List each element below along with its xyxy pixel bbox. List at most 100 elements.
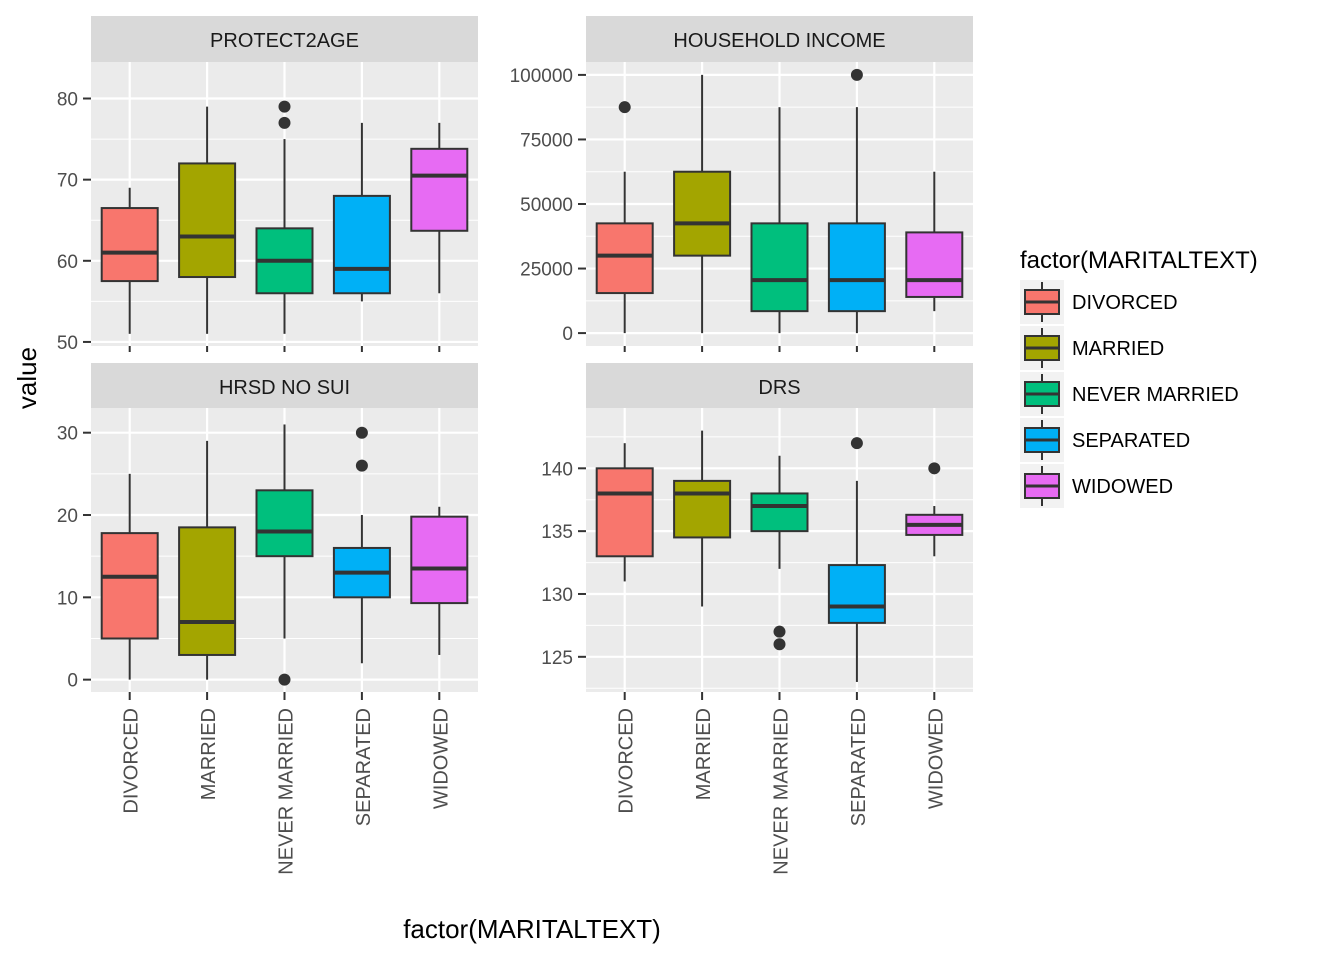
box-iqr xyxy=(332,194,391,295)
x-tick-label: SEPARATED xyxy=(848,708,870,826)
legend: factor(MARITALTEXT) DIVORCED MARRIED NEVER … xyxy=(1020,247,1258,508)
y-tick-label: 130 xyxy=(541,585,573,606)
y-tick-label: 10 xyxy=(57,588,78,609)
box-iqr xyxy=(410,147,469,232)
legend-label: MARRIED xyxy=(1072,338,1164,360)
box-iqr xyxy=(595,467,654,558)
boxplot-widowed xyxy=(905,171,964,312)
facet-panel: DRS 125 130 135 140 DIVORCED MARRIED NEVER MARR… xyxy=(541,363,973,875)
y-tick-label: 75000 xyxy=(520,130,573,151)
box-iqr xyxy=(100,532,159,640)
x-tick-label: DIVORCED xyxy=(121,708,143,814)
boxplot-married xyxy=(178,106,237,334)
outlier-point xyxy=(850,437,863,450)
y-tick-label: 100000 xyxy=(510,66,573,87)
facet-title: HOUSEHOLD INCOME xyxy=(673,30,885,52)
y-tick-label: 60 xyxy=(57,252,78,273)
boxplot-separated xyxy=(332,426,391,664)
legend-item: DIVORCED xyxy=(1020,280,1178,324)
outlier-point xyxy=(928,462,941,475)
x-tick-label: NEVER MARRIED xyxy=(276,708,298,875)
boxplot-married xyxy=(673,74,732,334)
outlier-point xyxy=(355,426,368,439)
boxplot-separated xyxy=(827,68,886,334)
legend-title: factor(MARITALTEXT) xyxy=(1020,247,1258,274)
facet-panel: HRSD NO SUI 0 10 20 30 DIVORCED MARRIED NEVER M… xyxy=(57,363,478,875)
boxplot-widowed xyxy=(410,506,469,655)
facet-panel: PROTECT2AGE 50 60 70 80 xyxy=(57,16,478,354)
facet-title: HRSD NO SUI xyxy=(219,377,350,399)
y-tick-label: 50 xyxy=(57,333,78,354)
boxplot-divorced xyxy=(595,443,654,582)
y-tick-label: 50000 xyxy=(520,195,573,216)
legend-label: SEPARATED xyxy=(1072,430,1190,452)
outlier-point xyxy=(773,625,786,638)
y-tick-label: 70 xyxy=(57,171,78,192)
box-iqr xyxy=(827,222,886,313)
facet-strip xyxy=(586,16,973,62)
outlier-point xyxy=(850,68,863,81)
boxplot-married xyxy=(178,440,237,680)
x-tick-label: WIDOWED xyxy=(430,708,452,809)
facet-title: DRS xyxy=(758,377,800,399)
outlier-point xyxy=(278,100,291,113)
legend-item: SEPARATED xyxy=(1020,418,1190,462)
y-tick-label: 20 xyxy=(57,506,78,527)
box-iqr xyxy=(178,526,237,656)
facet-panels: PROTECT2AGE 50 60 70 80 HOUSEHOLD INCOME 0 2500… xyxy=(57,16,973,875)
outlier-point xyxy=(355,459,368,472)
x-tick-label: SEPARATED xyxy=(353,708,375,826)
y-tick-label: 80 xyxy=(57,90,78,111)
legend-label: WIDOWED xyxy=(1072,476,1173,498)
boxplot-separated xyxy=(827,437,886,682)
x-tick-label: WIDOWED xyxy=(925,708,947,809)
box-iqr xyxy=(905,231,964,298)
box-iqr xyxy=(595,222,654,295)
outlier-point xyxy=(278,673,291,686)
box-iqr xyxy=(100,207,159,283)
boxplot-divorced xyxy=(100,187,159,334)
legend-item: NEVER MARRIED xyxy=(1020,372,1239,416)
boxplot-never-married xyxy=(255,100,314,334)
facet-strip xyxy=(91,16,478,62)
y-tick-label: 25000 xyxy=(520,260,573,281)
legend-item: MARRIED xyxy=(1020,326,1164,370)
boxplot-never-married xyxy=(750,107,809,334)
box-iqr xyxy=(673,170,732,257)
y-axis-title: value xyxy=(12,347,42,409)
y-tick-label: 125 xyxy=(541,648,573,669)
outlier-point xyxy=(773,638,786,651)
facet-strip xyxy=(91,363,478,408)
box-iqr xyxy=(750,222,809,313)
x-tick-label: NEVER MARRIED xyxy=(771,708,793,875)
box-iqr xyxy=(827,564,886,624)
box-iqr xyxy=(673,479,732,539)
legend-label: NEVER MARRIED xyxy=(1072,384,1239,406)
y-tick-label: 140 xyxy=(541,459,573,480)
boxplot-never-married xyxy=(750,455,809,651)
facet-strip xyxy=(586,363,973,408)
y-tick-label: 135 xyxy=(541,522,573,543)
box-iqr xyxy=(750,492,809,533)
boxplot-widowed xyxy=(905,462,964,557)
outlier-point xyxy=(278,116,291,129)
boxplot-never-married xyxy=(255,424,314,686)
boxplot-divorced xyxy=(100,473,159,680)
x-tick-label: MARRIED xyxy=(693,708,715,800)
y-tick-label: 30 xyxy=(57,424,78,445)
legend-label: DIVORCED xyxy=(1072,292,1178,314)
y-tick-label: 0 xyxy=(562,324,573,345)
facet-title: PROTECT2AGE xyxy=(210,30,359,52)
legend-item: WIDOWED xyxy=(1020,464,1173,508)
boxplot-married xyxy=(673,430,732,607)
boxplot-separated xyxy=(332,122,391,302)
box-iqr xyxy=(255,489,314,558)
boxplot-divorced xyxy=(595,101,654,334)
x-axis-title: factor(MARITALTEXT) xyxy=(403,914,661,944)
x-tick-label: DIVORCED xyxy=(616,708,638,814)
x-tick-label: MARRIED xyxy=(198,708,220,800)
outlier-point xyxy=(618,101,631,114)
box-iqr xyxy=(410,515,469,605)
facet-panel: HOUSEHOLD INCOME 0 25000 50000 75000 100000 xyxy=(510,16,973,352)
